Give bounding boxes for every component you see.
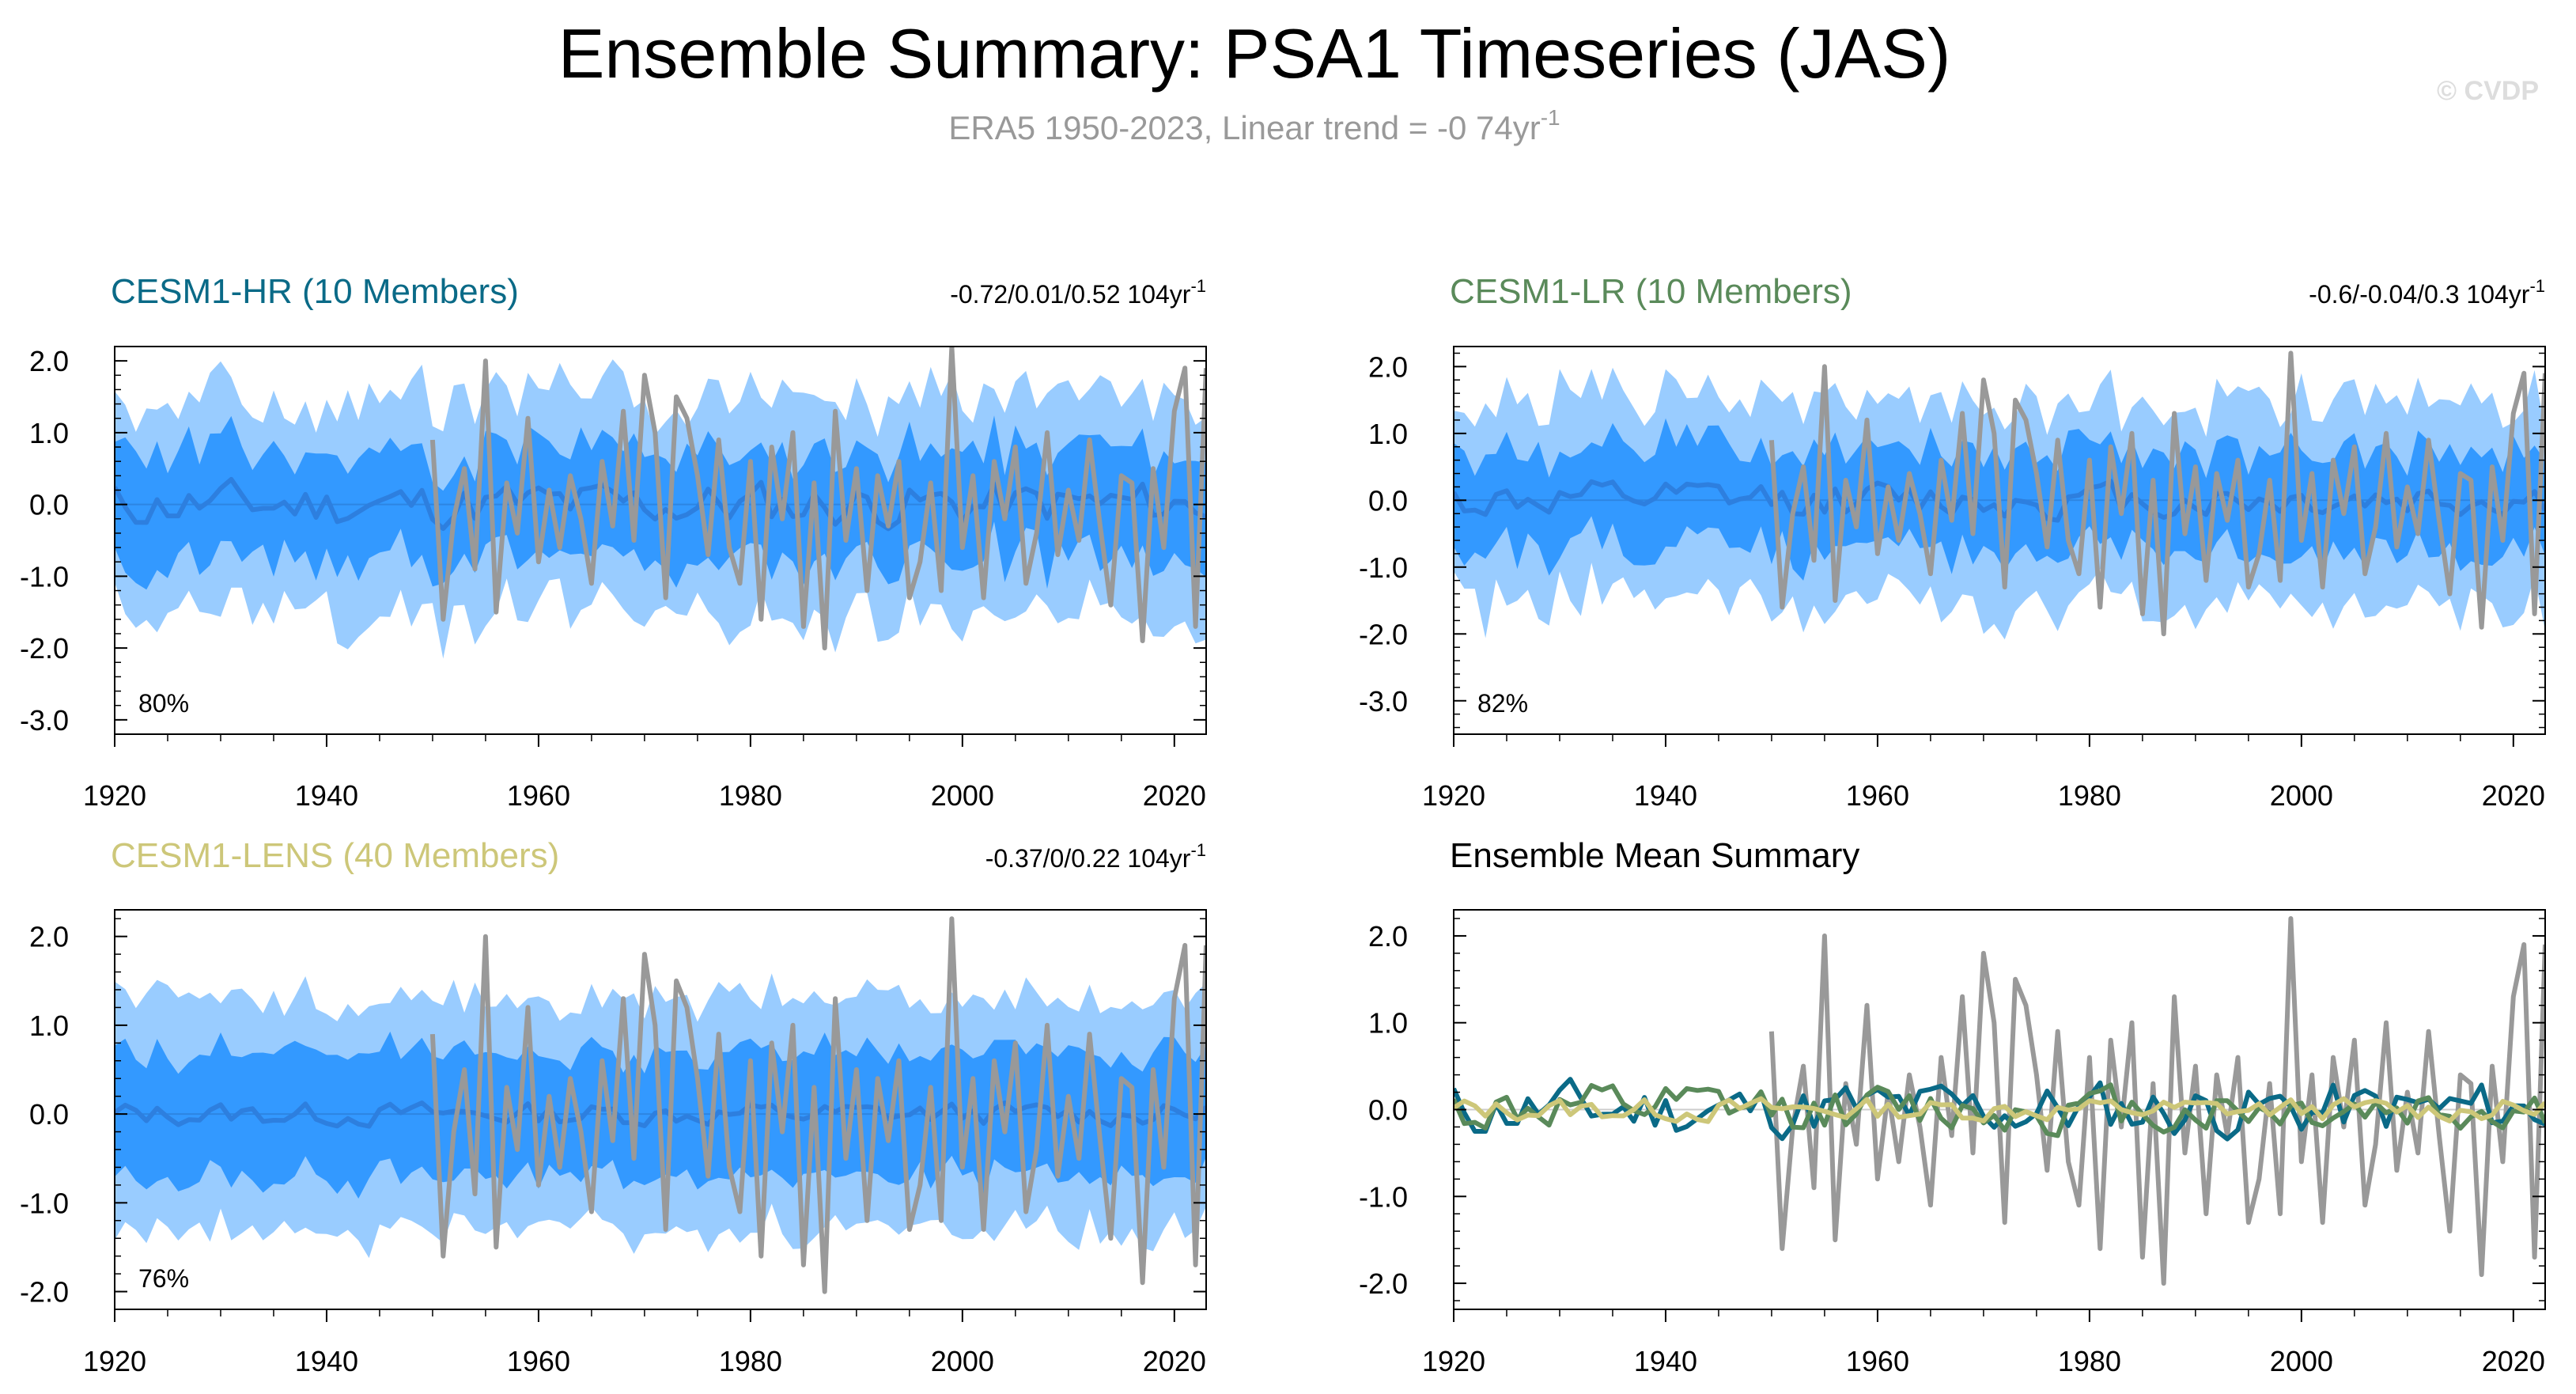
panel-cesm1-lr: 2.0 1.0 0.0 -1.0 -2.0 -3.0 1920 1940 1960 1980 200… (1359, 272, 2546, 812)
x-tick-label: 1960 (1846, 1345, 1909, 1377)
plot-area-ensemble-mean (1454, 916, 2545, 1286)
y-tick-label: -1.0 (20, 1187, 69, 1219)
x-tick-label: 2000 (2270, 779, 2333, 812)
x-tick-label: 1980 (719, 1345, 782, 1377)
panels: 2.0 1.0 0.0 -1.0 -2.0 -3.0 1920 1940 1960 1980 200… (20, 272, 2546, 1377)
y-tick-label: 1.0 (29, 417, 69, 449)
x-tick-label: 2020 (2482, 779, 2545, 812)
y-tick-label: 0.0 (29, 489, 69, 521)
x-tick-label: 1940 (295, 779, 358, 812)
panel-cesm1-hr: 2.0 1.0 0.0 -1.0 -2.0 -3.0 1920 1940 1960 1980 200… (20, 272, 1207, 812)
y-tick-label: 2.0 (29, 345, 69, 377)
panel-ensemble-mean: 2.0 1.0 0.0 -1.0 -2.0 1920 1940 1960 1980 2000 202… (1359, 836, 2546, 1377)
observation-line (429, 347, 1206, 651)
panel-title: CESM1-LR (10 Members) (1450, 272, 1852, 311)
watermark: © CVDP (2437, 76, 2539, 106)
percent-label: 80% (138, 689, 189, 718)
x-tick-label: 1920 (1422, 1345, 1485, 1377)
y-tick-label: -2.0 (20, 632, 69, 665)
y-tick-label: 0.0 (1368, 1094, 1408, 1127)
x-tick-label: 1980 (2058, 1345, 2121, 1377)
x-tick-label: 1920 (83, 779, 146, 812)
plot-area-cesm1-lens (115, 916, 1206, 1294)
x-tick-label: 2000 (931, 779, 994, 812)
trend-label-main: -0.72/0.01/0.52 104yr (950, 280, 1191, 309)
observation-line (1768, 916, 2545, 1286)
y-tick-label: -2.0 (20, 1276, 69, 1309)
y-tick-label: 0.0 (1368, 484, 1408, 517)
y-tick-label: 1.0 (1368, 418, 1408, 450)
x-tick-label: 1980 (719, 779, 782, 812)
y-tick-label: -1.0 (1359, 1180, 1408, 1213)
figure-subtitle: ERA5 1950-2023, Linear trend = -0 74yr-1 (948, 105, 1560, 146)
figure-subtitle-sup: -1 (1541, 105, 1560, 130)
x-tick-label: 1940 (1634, 779, 1697, 812)
y-tick-label: 1.0 (1368, 1007, 1408, 1040)
trend-label: -0.37/0/0.22 104yr-1 (985, 840, 1206, 873)
observation-line (429, 916, 1206, 1294)
trend-label-main: -0.6/-0.04/0.3 104yr (2309, 280, 2530, 309)
x-tick-label: 2020 (1143, 779, 1206, 812)
percent-label: 82% (1477, 689, 1528, 718)
y-tick-label: -2.0 (1359, 1267, 1408, 1300)
trend-label: -0.6/-0.04/0.3 104yr-1 (2309, 276, 2545, 309)
x-tick-label: 2020 (2482, 1345, 2545, 1377)
figure-subtitle-main: ERA5 1950-2023, Linear trend = -0 74yr (948, 109, 1540, 146)
plot-frame (114, 909, 1207, 1310)
trend-label-sup: -1 (2529, 276, 2545, 296)
series-line-cesm1-lr (1454, 1082, 2545, 1138)
panel-title: Ensemble Mean Summary (1450, 836, 1859, 875)
x-tick-label: 1960 (507, 1345, 570, 1377)
x-tick-label: 1940 (295, 1345, 358, 1377)
y-tick-label: 2.0 (1368, 920, 1408, 953)
plot-area-cesm1-lr (1454, 350, 2545, 640)
y-tick-label: -1.0 (1359, 551, 1408, 584)
x-tick-label: 1960 (507, 779, 570, 812)
y-tick-label: -3.0 (20, 704, 69, 737)
y-tick-label: -2.0 (1359, 618, 1408, 650)
panel-title: CESM1-HR (10 Members) (111, 272, 519, 311)
y-tick-label: 2.0 (1368, 350, 1408, 383)
trend-label: -0.72/0.01/0.52 104yr-1 (950, 276, 1206, 309)
trend-label-sup: -1 (1190, 276, 1206, 296)
x-tick-label: 1940 (1634, 1345, 1697, 1377)
plot-area-cesm1-hr (115, 347, 1206, 659)
series-line-cesm1-lens (1454, 1096, 2545, 1124)
trend-label-main: -0.37/0/0.22 104yr (985, 844, 1191, 873)
panel-title: CESM1-LENS (40 Members) (111, 836, 559, 875)
y-tick-label: 1.0 (29, 1010, 69, 1042)
observation-line (1768, 350, 2545, 637)
plot-frame (114, 346, 1207, 735)
figure-title: Ensemble Summary: PSA1 Timeseries (JAS) (558, 14, 1951, 93)
x-tick-label: 1920 (1422, 779, 1485, 812)
y-tick-label: -1.0 (20, 560, 69, 593)
x-tick-label: 2000 (2270, 1345, 2333, 1377)
x-tick-label: 1980 (2058, 779, 2121, 812)
y-tick-label: -3.0 (1359, 685, 1408, 718)
y-tick-label: 0.0 (29, 1098, 69, 1131)
x-tick-label: 1920 (83, 1345, 146, 1377)
trend-label-sup: -1 (1190, 840, 1206, 860)
x-tick-label: 2000 (931, 1345, 994, 1377)
x-tick-label: 1960 (1846, 779, 1909, 812)
panel-cesm1-lens: 2.0 1.0 0.0 -1.0 -2.0 1920 1940 1960 1980 2000 202… (20, 836, 1207, 1377)
percent-label: 76% (138, 1264, 189, 1293)
y-tick-label: 2.0 (29, 921, 69, 953)
x-tick-label: 2020 (1143, 1345, 1206, 1377)
